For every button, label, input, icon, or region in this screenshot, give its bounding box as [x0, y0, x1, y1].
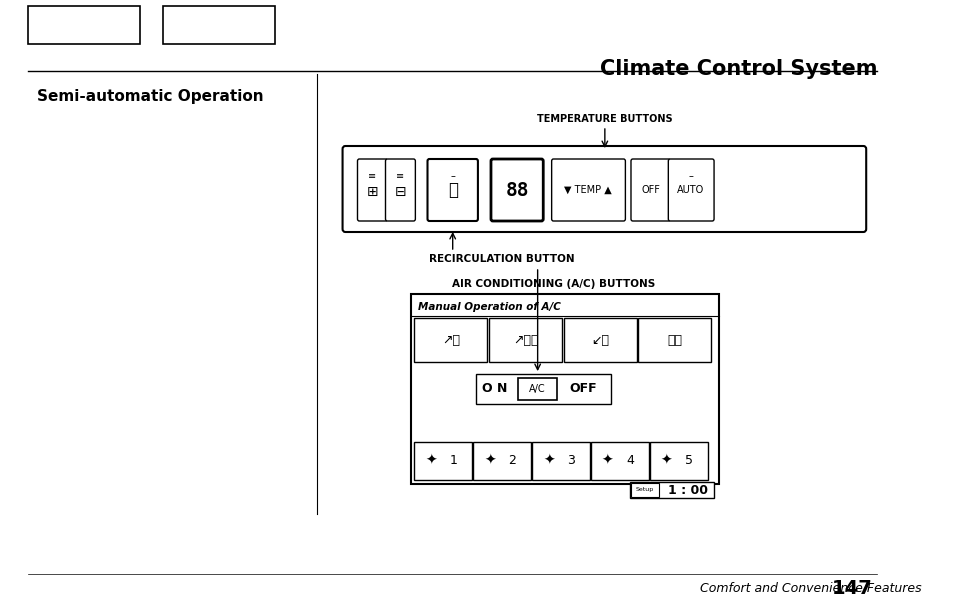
- Text: OFF: OFF: [569, 383, 597, 395]
- Text: 1: 1: [449, 454, 457, 467]
- Text: –: –: [450, 171, 455, 181]
- Text: 2: 2: [508, 454, 516, 467]
- Text: ≡: ≡: [368, 171, 376, 181]
- Text: ↗🧑: ↗🧑: [441, 333, 459, 346]
- Text: ✦: ✦: [484, 454, 496, 468]
- FancyBboxPatch shape: [357, 159, 387, 221]
- FancyBboxPatch shape: [630, 159, 670, 221]
- Bar: [476, 374, 611, 404]
- Text: ▼ TEMP ▲: ▼ TEMP ▲: [563, 185, 611, 195]
- Bar: [414, 442, 472, 480]
- Bar: [414, 318, 487, 362]
- Bar: [629, 482, 713, 498]
- Text: OFF: OFF: [640, 185, 659, 195]
- Bar: [411, 294, 718, 484]
- Bar: [630, 483, 659, 497]
- FancyBboxPatch shape: [551, 159, 625, 221]
- Text: Comfort and Convenience Features: Comfort and Convenience Features: [700, 583, 921, 596]
- Text: TEMPERATURE BUTTONS: TEMPERATURE BUTTONS: [537, 114, 672, 124]
- Text: 4: 4: [625, 454, 634, 467]
- Bar: [590, 442, 648, 480]
- Text: ✦: ✦: [542, 454, 554, 468]
- Bar: [163, 6, 275, 44]
- Text: 1 : 00: 1 : 00: [667, 483, 707, 497]
- FancyBboxPatch shape: [668, 159, 713, 221]
- FancyBboxPatch shape: [342, 146, 865, 232]
- Text: Semi-automatic Operation: Semi-automatic Operation: [37, 89, 264, 104]
- Text: ↗🧑💨: ↗🧑💨: [512, 333, 537, 346]
- Bar: [563, 318, 636, 362]
- Text: 147: 147: [831, 580, 872, 599]
- Bar: [489, 318, 561, 362]
- Text: Climate Control System: Climate Control System: [599, 59, 877, 79]
- Text: 🌀🧑: 🌀🧑: [667, 333, 681, 346]
- Bar: [638, 318, 711, 362]
- Bar: [517, 378, 557, 400]
- Text: 🚗: 🚗: [447, 181, 457, 199]
- Text: Setup: Setup: [636, 488, 654, 492]
- Text: ⊟: ⊟: [395, 185, 406, 199]
- Bar: [649, 442, 707, 480]
- Text: 88: 88: [505, 181, 528, 200]
- FancyBboxPatch shape: [491, 159, 542, 221]
- Bar: [532, 442, 589, 480]
- Text: ≡: ≡: [395, 171, 404, 181]
- Text: RECIRCULATION BUTTON: RECIRCULATION BUTTON: [429, 254, 575, 264]
- Text: ✦: ✦: [425, 454, 436, 468]
- Text: –: –: [687, 171, 693, 181]
- Text: ✦: ✦: [601, 454, 613, 468]
- Text: AIR CONDITIONING (A/C) BUTTONS: AIR CONDITIONING (A/C) BUTTONS: [452, 279, 655, 289]
- Text: 5: 5: [684, 454, 692, 467]
- Bar: [473, 442, 531, 480]
- FancyBboxPatch shape: [385, 159, 415, 221]
- Bar: [28, 6, 140, 44]
- Text: ↙🧑: ↙🧑: [591, 333, 609, 346]
- Text: AUTO: AUTO: [677, 185, 703, 195]
- Text: 3: 3: [567, 454, 575, 467]
- Text: O N: O N: [481, 383, 507, 395]
- Text: ⊞: ⊞: [366, 185, 377, 199]
- FancyBboxPatch shape: [427, 159, 477, 221]
- Text: A/C: A/C: [529, 384, 545, 394]
- Text: Manual Operation of A/C: Manual Operation of A/C: [417, 302, 560, 312]
- Text: ✦: ✦: [659, 454, 672, 468]
